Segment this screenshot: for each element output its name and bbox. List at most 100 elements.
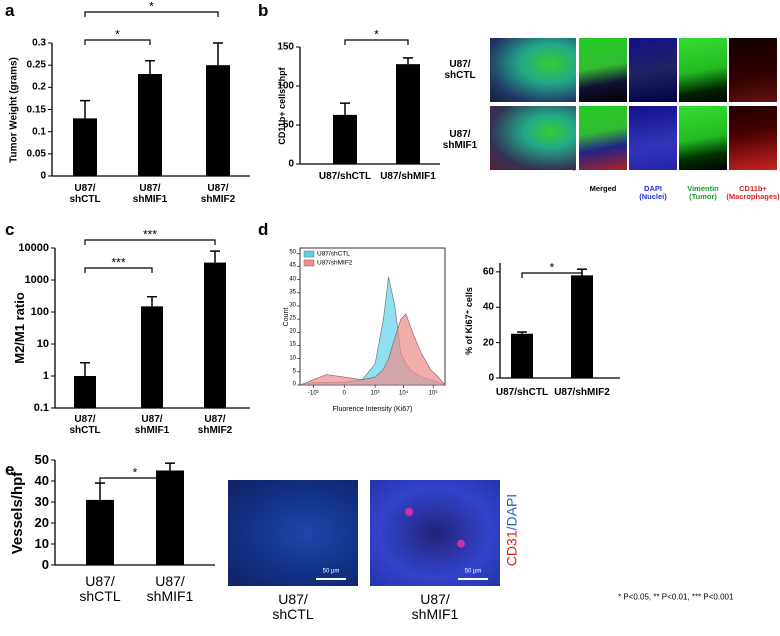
footnote: * P<0.05, ** P<0.01, *** P<0.001 [618,592,734,602]
micrograph [729,38,777,102]
y-tick-label: 40 [482,301,494,313]
micrograph [679,106,727,170]
panel-label: a [5,1,15,20]
row-label: U87/ shMIF1 [442,129,478,151]
bar [74,376,96,408]
bar [73,118,97,176]
y-tick-label: 100 [277,80,294,92]
significance-label: *** [142,227,158,242]
y-tick-label: 50 [289,249,296,256]
y-tick-label: 0 [488,372,494,384]
y-tick-label: 1 [42,369,49,382]
significance-label: *** [111,255,126,270]
y-tick-label: 50 [282,119,294,131]
panel-label: b [258,1,269,20]
y-tick-label: 10000 [18,241,49,254]
bar [204,262,226,408]
y-tick-label: 0.25 [26,59,46,71]
micrograph [579,38,627,102]
y-tick-label: 20 [34,514,49,530]
y-axis-label: Tumor Weight (grams) [8,56,20,163]
column-label: DAPI (Nuclei) [639,184,667,202]
column-label: Vimentin (Tumor) [687,184,719,202]
column-label: Merged [589,184,617,193]
significance-bracket [99,477,171,483]
panel-label: d [258,220,269,239]
bar [156,470,184,565]
column-label: CD11b+ (Macrophages) [726,184,780,202]
legend-swatch [303,250,315,258]
panel-label: e [5,460,15,479]
significance-bracket [84,11,219,17]
y-axis-label: Vessels/hpf [8,471,26,554]
legend-label: U87/shMIF2 [317,259,353,267]
y-tick-label: 20 [289,329,296,335]
legend-swatch [303,259,315,267]
micrograph [679,38,727,102]
x-tick-label: U87/ shCTL [69,183,101,205]
row-label: U87/ shCTL [444,59,476,81]
panel-label: c [5,220,15,239]
stain-label: CD31/DAPI [503,493,520,567]
y-tick-label: 30 [34,493,49,509]
y-tick-label: 40 [289,276,296,283]
y-tick-label: 1000 [24,273,49,286]
x-axis-label: Fluorence Intensity (Ki67) [332,406,413,414]
y-tick-label: 0 [292,381,296,388]
y-tick-label: 60 [482,266,494,278]
micrograph [490,38,576,102]
significance-label: * [132,465,138,480]
significance-bracket [84,39,151,45]
bar [141,306,163,408]
significance-bracket [344,39,409,45]
x-tick-label: U87/ shMIF2 [197,414,233,436]
scale-bar [316,578,346,580]
x-tick-label: U87/shMIF2 [554,387,610,398]
y-axis-label: Count [283,307,291,326]
x-tick-label: 0 [342,390,346,397]
x-tick-label: 10⁵ [428,390,438,397]
x-tick-label: U87/ shMIF2 [200,183,236,205]
bar [86,499,114,565]
scale-bar-label: 50 μm [322,568,340,575]
y-tick-label: 0.1 [32,126,46,138]
y-axis-label: CD11b+ cells / hpf [277,66,288,145]
y-tick-label: 10 [34,535,49,551]
y-tick-label: 40 [34,472,49,488]
x-tick-label: U87/ shCTL [79,573,121,605]
x-tick-label: U87/ shCTL [69,414,101,436]
bar [138,74,162,176]
x-tick-label: -10³ [308,390,319,397]
stain-text: CD31 [503,530,520,567]
significance-bracket [84,239,216,245]
scale-bar [458,578,488,580]
y-tick-label: 5 [292,368,296,375]
y-tick-label: 0.1 [33,401,49,414]
y-tick-label: 150 [277,41,294,53]
legend-label: U87/shCTL [317,250,350,258]
micrograph [370,480,500,586]
y-tick-label: 0.05 [26,148,46,160]
y-axis-label: M2/M1 ratio [11,292,27,364]
significance-label: * [115,27,120,42]
micrograph [629,38,677,102]
y-tick-label: 10 [36,337,49,350]
micrograph [729,106,777,170]
y-tick-label: 0 [288,158,294,170]
stain-text: /DAPI [503,493,520,531]
x-tick-label: 10³ [370,390,380,397]
bar [333,114,357,164]
x-tick-label: U87/shCTL [495,387,549,398]
y-tick-label: 0 [41,556,49,572]
x-tick-label: U87/shCTL [318,171,372,182]
x-tick-label: U87/ shMIF1 [134,414,170,436]
micrograph [629,106,677,170]
x-tick-label: 10⁴ [399,390,409,397]
scale-bar-label: 50 μm [464,568,482,575]
y-tick-label: 0.15 [26,104,46,115]
y-tick-label: 100 [30,305,49,318]
y-tick-label: 45 [289,263,296,270]
image-caption: U87/ shCTL [272,591,314,623]
